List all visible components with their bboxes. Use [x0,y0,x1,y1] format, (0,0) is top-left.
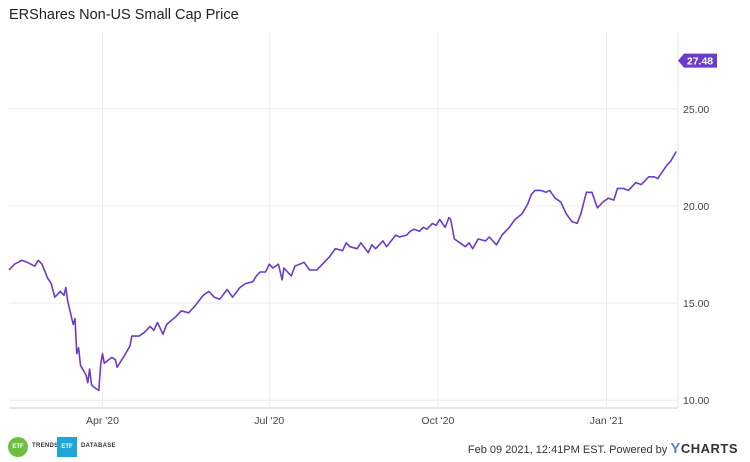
y-tick-label: 15.00 [683,298,709,310]
footer: ETF TRENDS ETF DATABASE Feb 09 2021, 12:… [0,434,750,462]
etf-trends-word: TRENDS [32,443,59,449]
etf-trends-badge: ETF [8,437,28,457]
last-value-label: 27.48 [687,56,713,68]
y-tick-label: 25.00 [683,104,709,116]
x-tick-label: Jan '21 [590,415,624,427]
x-tick-label: Jul '20 [254,415,284,427]
etf-trends-logo[interactable]: ETF TRENDS [8,436,64,458]
y-tick-label: 20.00 [683,201,709,213]
x-axis-ticks: Apr '20 Jul '20 Oct '20 Jan '21 [86,415,623,427]
etf-database-badge: ETF [57,437,77,457]
y-tick-label: 10.00 [683,395,709,407]
ycharts-logo-y: Y [670,440,681,457]
ycharts-logo[interactable]: YCHARTS [670,440,738,457]
last-value-badge [678,53,717,68]
etf-database-word: DATABASE [81,443,116,449]
x-tick-label: Oct '20 [421,415,454,427]
chart-title: ERShares Non-US Small Cap Price [9,7,239,23]
timestamp: Feb 09 2021, 12:41PM EST. [467,444,607,456]
x-tick-label: Apr '20 [86,415,119,427]
etf-database-logo[interactable]: ETF DATABASE [57,436,127,458]
footer-credit: Feb 09 2021, 12:41PM EST. Powered by YCH… [468,440,738,457]
price-series [8,151,677,392]
grid-lines [9,33,679,409]
series-line [8,151,677,392]
powered-by-text: Powered by [609,444,668,456]
last-value-marker: 27.48 [678,53,717,68]
ycharts-logo-text: CHARTS [680,441,738,456]
y-axis-ticks: 10.00 15.00 20.00 25.00 [683,104,709,407]
